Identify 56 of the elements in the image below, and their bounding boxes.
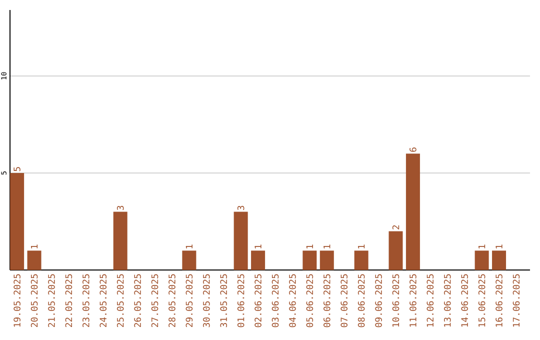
x-tick-label: 31.05.2025 — [220, 274, 228, 328]
x-tick-label: 10.06.2025 — [392, 274, 400, 327]
x-tick-label: 01.06.2025 — [237, 274, 244, 328]
data-label: 1 — [30, 244, 38, 248]
bar — [354, 250, 368, 270]
x-tick-label: 19.05.2025 — [14, 274, 20, 327]
x-tick-label: 17.06.2025 — [512, 274, 520, 327]
x-tick-label: 11.06.2025 — [410, 274, 416, 327]
x-tick-label: 22.05.2025 — [65, 274, 72, 328]
x-tick-label: 06.06.2025 — [323, 274, 330, 328]
x-tick-label: 24.05.2025 — [100, 274, 107, 328]
bar — [406, 154, 420, 270]
x-tick-label: 08.06.2025 — [358, 274, 365, 328]
data-label: 1 — [254, 244, 262, 248]
data-label: 1 — [496, 244, 502, 248]
bar — [388, 231, 403, 270]
data-label: 5 — [14, 167, 20, 172]
x-tick-label: 16.06.2025 — [496, 274, 502, 327]
x-tick-label: 21.05.2025 — [48, 274, 55, 328]
bar — [251, 250, 266, 270]
bar — [492, 250, 506, 270]
x-tick-label: 25.05.2025 — [116, 274, 124, 328]
data-label: 1 — [186, 244, 192, 248]
bar — [474, 250, 489, 270]
x-tick-label: 28.05.2025 — [168, 274, 176, 328]
bar — [182, 250, 196, 270]
x-tick-label: 04.06.2025 — [289, 274, 296, 328]
x-tick-label: 20.05.2025 — [30, 274, 38, 328]
data-label: 1 — [324, 244, 330, 248]
x-tick-label: 03.06.2025 — [272, 274, 279, 328]
data-label: 1 — [478, 244, 486, 248]
x-tick-label: 23.05.2025 — [82, 274, 90, 328]
x-tick-label: 26.05.2025 — [134, 274, 141, 328]
data-label: 6 — [410, 148, 416, 152]
x-tick-label: 27.05.2025 — [151, 274, 158, 328]
bar — [302, 250, 317, 270]
data-label: 2 — [392, 225, 400, 230]
x-tick-label: 02.06.2025 — [254, 274, 262, 328]
x-tick-label: 14.06.2025 — [461, 274, 468, 327]
x-tick-label: 05.06.2025 — [306, 274, 314, 328]
bar — [27, 250, 42, 270]
bar — [113, 212, 128, 270]
x-tick-label: 15.06.2025 — [478, 274, 486, 327]
x-tick-label: 30.05.2025 — [202, 274, 210, 328]
x-tick-label: 09.06.2025 — [375, 274, 382, 328]
x-tick-label: 12.06.2025 — [426, 274, 434, 327]
data-label: 1 — [358, 244, 365, 248]
x-tick-label: 13.06.2025 — [444, 274, 451, 327]
x-tick-label: 07.06.2025 — [340, 274, 348, 328]
bar — [234, 212, 248, 270]
x-tick-label: 29.05.2025 — [186, 274, 193, 328]
bar — [10, 172, 24, 270]
bar — [320, 250, 334, 270]
data-label: 3 — [116, 206, 124, 210]
data-label: 1 — [306, 244, 313, 248]
data-label: 3 — [237, 206, 244, 210]
